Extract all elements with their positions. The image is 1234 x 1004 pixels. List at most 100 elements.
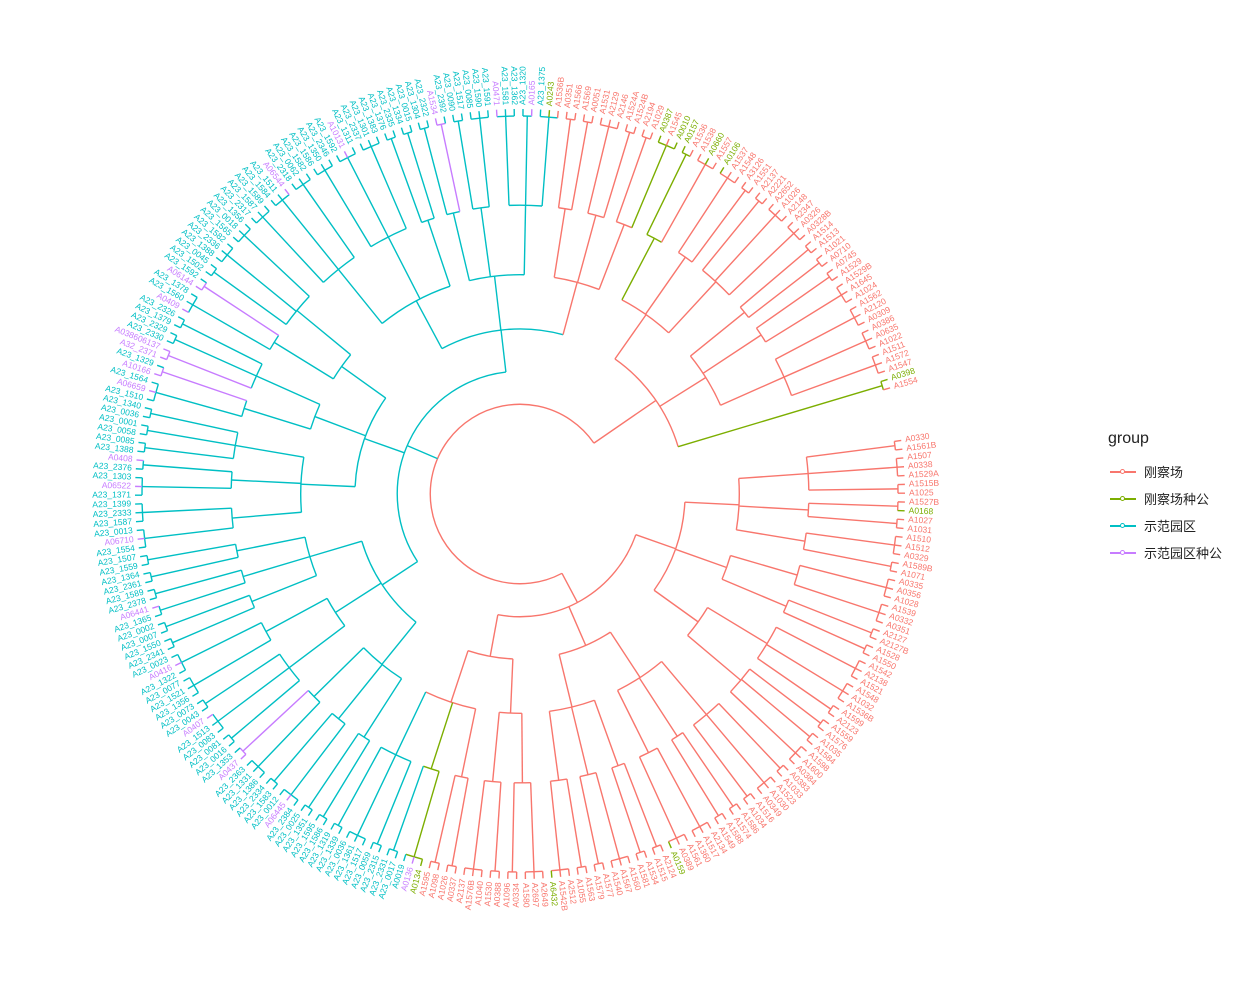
branch-segment xyxy=(206,713,214,719)
branch-segment xyxy=(836,283,843,289)
branch-segment xyxy=(478,111,481,119)
branch-segment xyxy=(152,605,160,609)
branch-segment xyxy=(768,203,774,210)
branch-segment xyxy=(144,407,152,410)
branch-segment xyxy=(570,706,589,775)
branch-segment xyxy=(288,625,346,669)
branch-segment xyxy=(451,778,469,866)
tip-label: A1031 xyxy=(907,523,933,535)
branch-segment xyxy=(728,808,734,815)
legend: group 刚察场 刚察场种公 示范园区 示范园区种公 xyxy=(1108,430,1234,566)
branch-segment xyxy=(381,561,418,586)
tip-label: A0408 xyxy=(108,452,134,464)
branch-segment xyxy=(341,365,387,399)
tip-label: A0334 xyxy=(511,883,521,908)
branch-segment xyxy=(653,589,699,623)
branch-segment xyxy=(200,278,207,284)
branch-segment xyxy=(866,644,874,649)
tip-label: A0337 xyxy=(445,876,459,902)
branch-segment xyxy=(392,130,397,138)
tip-label: A0051 xyxy=(588,87,603,113)
branch-arc xyxy=(354,397,387,487)
branch-segment xyxy=(215,256,223,263)
tip-label: A2649 xyxy=(539,882,550,907)
branch-segment xyxy=(635,853,639,861)
branch-segment xyxy=(452,114,455,122)
branch-segment xyxy=(675,837,680,845)
branch-segment xyxy=(728,232,795,296)
branch-segment xyxy=(322,740,371,818)
branch-segment xyxy=(138,441,146,445)
tree-branches xyxy=(134,109,906,879)
branch-segment xyxy=(154,373,162,377)
branch-segment xyxy=(141,424,149,427)
branch-segment xyxy=(343,151,349,158)
legend-items: 刚察场 刚察场种公 示范园区 示范园区种公 xyxy=(1108,458,1234,566)
branch-segment xyxy=(631,145,667,228)
branch-segment xyxy=(788,599,872,634)
branch-segment xyxy=(681,145,686,153)
branch-segment xyxy=(593,399,657,444)
legend-item: 示范园区种公 xyxy=(1108,539,1234,566)
branch-segment xyxy=(487,110,490,118)
branch-segment xyxy=(718,703,781,769)
branch-segment xyxy=(806,739,813,746)
branch-segment xyxy=(677,177,729,253)
branch-segment xyxy=(181,622,262,663)
branch-segment xyxy=(832,704,840,711)
branch-segment xyxy=(148,389,157,394)
branch-segment xyxy=(587,126,610,214)
branch-segment xyxy=(291,183,297,190)
branch-segment xyxy=(437,863,440,871)
branch-segment xyxy=(735,803,742,810)
branch-segment xyxy=(862,652,870,657)
branch-segment xyxy=(895,535,903,538)
branch-segment xyxy=(195,285,203,291)
branch-segment xyxy=(641,129,645,137)
branch-segment xyxy=(894,544,902,547)
branch-segment xyxy=(808,488,898,491)
branch-segment xyxy=(320,163,326,171)
branch-segment xyxy=(381,621,417,665)
legend-label: 刚察场种公 xyxy=(1144,493,1210,508)
branch-segment xyxy=(729,691,796,754)
branch-segment xyxy=(855,667,862,673)
branch-segment xyxy=(570,121,589,210)
branch-segment xyxy=(846,682,854,688)
branch-segment xyxy=(293,799,299,807)
branch-segment xyxy=(766,643,843,692)
branch-segment xyxy=(618,858,622,866)
branch-segment xyxy=(279,788,285,796)
tip-label: A06710 xyxy=(104,534,135,547)
branch-segment xyxy=(806,532,895,546)
branch-segment xyxy=(593,864,597,872)
branch-segment xyxy=(794,752,802,759)
branch-segment xyxy=(489,870,492,878)
branch-segment xyxy=(861,329,869,334)
branch-segment xyxy=(190,293,198,298)
branch-segment xyxy=(409,124,413,133)
branch-segment xyxy=(738,472,809,480)
tip-label: A1507 xyxy=(907,450,933,462)
branch-segment xyxy=(434,118,438,126)
branch-segment xyxy=(661,661,708,716)
branch-segment xyxy=(450,650,469,703)
branch-segment xyxy=(427,220,451,287)
branch-segment xyxy=(880,378,888,383)
branch-segment xyxy=(428,861,432,869)
branch-segment xyxy=(139,432,147,436)
branch-segment xyxy=(135,520,144,523)
branch-segment xyxy=(707,606,768,645)
tip-label: A23_1388 xyxy=(94,441,134,455)
tip-label: A1512 xyxy=(905,541,931,554)
tip-label: A1569 xyxy=(579,85,593,111)
branch-segment xyxy=(565,111,568,119)
branch-segment xyxy=(471,869,475,877)
branch-segment xyxy=(156,364,164,369)
branch-segment xyxy=(244,223,251,230)
branch-segment xyxy=(256,375,321,406)
branch-segment xyxy=(143,464,233,473)
branch-segment xyxy=(721,813,727,820)
branch-segment xyxy=(643,850,648,858)
